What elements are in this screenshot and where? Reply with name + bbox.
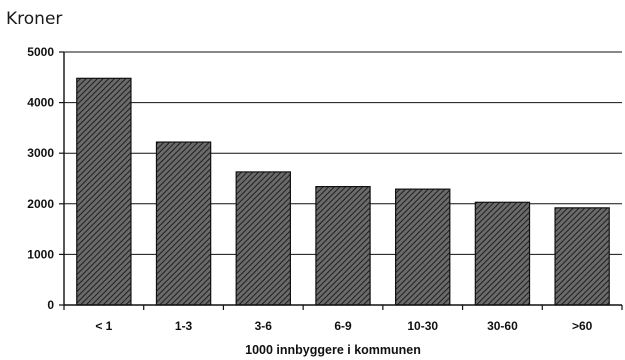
x-tick-label: 1-3 [175, 319, 193, 333]
bar [395, 188, 451, 306]
bar [155, 141, 212, 306]
y-tick-label: 1000 [27, 247, 54, 261]
bar [235, 171, 291, 306]
y-tick-label: 3000 [27, 146, 54, 160]
x-tick-label: 6-9 [334, 319, 352, 333]
y-tick-label: 4000 [27, 96, 54, 110]
bar [76, 77, 132, 306]
bar [554, 207, 610, 306]
y-tick-label: 0 [47, 298, 54, 312]
x-tick-label: >60 [572, 319, 593, 333]
x-axis-title: 1000 innbyggere i kommunen [245, 343, 421, 357]
bar [474, 201, 531, 306]
unit-label: Kroner [6, 9, 62, 29]
x-axis-ticks: < 1 1-3 3-6 6-9 10-30 30-60 >60 [63, 305, 623, 333]
y-axis-ticks: 0 1000 2000 3000 4000 5000 [27, 45, 64, 312]
x-tick-label: 30-60 [487, 319, 518, 333]
x-tick-label: 10-30 [407, 319, 438, 333]
x-tick-label: < 1 [95, 319, 112, 333]
y-tick-label: 2000 [27, 197, 54, 211]
bar [315, 185, 371, 306]
y-tick-label: 5000 [27, 45, 54, 59]
x-tick-label: 3-6 [255, 319, 273, 333]
bars [76, 77, 610, 306]
